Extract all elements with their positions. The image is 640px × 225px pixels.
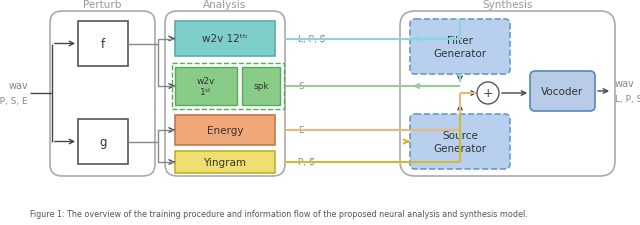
Text: Analysis: Analysis <box>204 0 246 10</box>
Bar <box>78 22 128 67</box>
Text: Perturb: Perturb <box>83 0 122 10</box>
Circle shape <box>477 83 499 105</box>
Bar <box>172 64 284 110</box>
FancyBboxPatch shape <box>530 72 595 112</box>
Text: P, Ṣ̃: P, Ṣ̃ <box>298 158 315 167</box>
Text: E: E <box>298 126 303 135</box>
Text: Figure 1: The overview of the training procedure and information flow of the pro: Figure 1: The overview of the training p… <box>30 209 528 218</box>
Text: Source
Generator: Source Generator <box>433 131 486 153</box>
Bar <box>78 119 128 164</box>
FancyBboxPatch shape <box>410 20 510 75</box>
Text: L, P, S, E: L, P, S, E <box>0 97 28 106</box>
Text: g: g <box>99 135 107 148</box>
Text: Energy: Energy <box>207 126 243 135</box>
Text: Synthesis: Synthesis <box>483 0 532 10</box>
Bar <box>175 151 275 173</box>
Text: wav: wav <box>615 79 635 89</box>
FancyBboxPatch shape <box>410 115 510 169</box>
Text: L, P, S, E: L, P, S, E <box>615 94 640 104</box>
Text: f: f <box>101 38 105 51</box>
Text: w2v 12ᵗʰ: w2v 12ᵗʰ <box>202 34 248 44</box>
Text: Vocoder: Vocoder <box>541 87 584 97</box>
Text: spk: spk <box>253 82 269 91</box>
Text: w2v
1ˢᵗ: w2v 1ˢᵗ <box>197 77 215 96</box>
Text: S: S <box>298 82 304 91</box>
Text: +: + <box>483 87 493 100</box>
Text: Yingram: Yingram <box>204 157 246 167</box>
Bar <box>242 68 280 106</box>
Text: wav: wav <box>8 81 28 91</box>
Text: L, P, Ṣ̃: L, P, Ṣ̃ <box>298 35 325 44</box>
Bar <box>175 22 275 57</box>
Bar <box>175 68 237 106</box>
Bar <box>175 115 275 145</box>
Text: Filter
Generator: Filter Generator <box>433 36 486 58</box>
